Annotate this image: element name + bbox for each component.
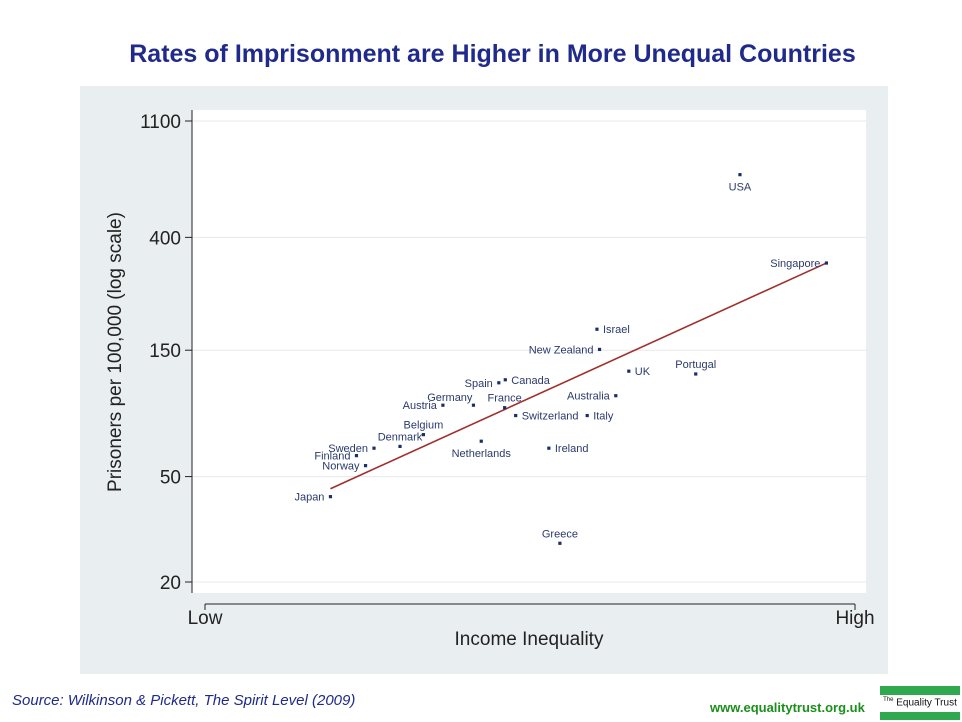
x-axis-label: Income Inequality bbox=[455, 629, 604, 650]
label-austria: Austria bbox=[403, 400, 438, 412]
logo-main-text: Equality Trust bbox=[896, 697, 957, 709]
point-spain bbox=[497, 381, 501, 385]
label-new-zealand: New Zealand bbox=[529, 344, 594, 356]
label-netherlands: Netherlands bbox=[452, 448, 512, 460]
data-points: USA Singapore Israel New Zealand UK Portugal C… bbox=[294, 173, 828, 545]
label-norway: Norway bbox=[322, 461, 360, 473]
point-usa bbox=[738, 173, 742, 177]
x-tick-label: Low bbox=[188, 608, 223, 629]
label-italy: Italy bbox=[593, 411, 614, 423]
point-switzerland bbox=[514, 413, 518, 418]
label-denmark: Denmark bbox=[378, 431, 423, 443]
axes: 20 50 150 400 1100 Low High bbox=[140, 110, 875, 629]
y-tick-label: 1100 bbox=[140, 112, 181, 133]
label-finland: Finland bbox=[314, 451, 350, 463]
label-sweden: Sweden bbox=[328, 443, 368, 455]
label-portugal: Portugal bbox=[675, 359, 716, 371]
point-australia bbox=[614, 394, 618, 398]
gridlines bbox=[192, 120, 866, 583]
label-germany: Germany bbox=[427, 392, 473, 404]
point-new-zealand bbox=[597, 347, 602, 352]
label-israel: Israel bbox=[603, 324, 630, 336]
label-france: France bbox=[488, 393, 522, 405]
label-singapore: Singapore bbox=[770, 258, 820, 270]
point-norway bbox=[363, 464, 368, 468]
label-usa: USA bbox=[729, 182, 752, 194]
point-belgium bbox=[421, 433, 425, 437]
label-canada: Canada bbox=[511, 375, 550, 387]
trendline bbox=[330, 262, 827, 490]
y-tick-label: 20 bbox=[160, 573, 181, 594]
trendline-group bbox=[330, 262, 827, 490]
point-finland bbox=[354, 454, 359, 458]
label-japan: Japan bbox=[294, 492, 324, 504]
x-tick-label: High bbox=[835, 608, 874, 629]
logo-text: The Equality Trust bbox=[880, 697, 960, 708]
page-title: Rates of Imprisonment are Higher in More… bbox=[129, 40, 856, 68]
point-japan bbox=[328, 495, 333, 499]
point-greece bbox=[558, 541, 562, 545]
point-netherlands bbox=[479, 439, 483, 443]
y-tick-label: 50 bbox=[160, 468, 181, 489]
label-belgium: Belgium bbox=[404, 420, 444, 432]
logo-bar-top bbox=[880, 686, 960, 695]
label-switzerland: Switzerland bbox=[522, 411, 579, 423]
point-denmark bbox=[398, 444, 402, 449]
y-tick-label: 150 bbox=[149, 341, 181, 362]
point-canada bbox=[503, 378, 507, 382]
label-ireland: Ireland bbox=[555, 443, 589, 455]
y-tick-label: 400 bbox=[149, 228, 181, 249]
point-ireland bbox=[547, 446, 551, 450]
point-sweden bbox=[372, 446, 376, 450]
label-uk: UK bbox=[635, 366, 651, 378]
label-australia: Australia bbox=[567, 391, 611, 403]
point-singapore bbox=[824, 261, 828, 265]
label-spain: Spain bbox=[465, 378, 493, 390]
logo-small-text: The bbox=[883, 697, 894, 703]
point-portugal bbox=[694, 372, 698, 376]
y-axis-label: Prisoners per 100,000 (log scale) bbox=[105, 212, 126, 492]
plot-area bbox=[192, 110, 866, 593]
logo-bar-bottom bbox=[880, 712, 960, 720]
point-france bbox=[503, 406, 507, 410]
website-link[interactable]: www.equalitytrust.org.uk bbox=[710, 700, 865, 715]
point-italy bbox=[585, 413, 589, 418]
point-austria bbox=[441, 403, 445, 407]
equality-trust-logo: The Equality Trust bbox=[880, 686, 960, 720]
point-uk bbox=[627, 369, 631, 373]
label-greece: Greece bbox=[542, 528, 578, 540]
source-citation: Source: Wilkinson & Pickett, The Spirit … bbox=[12, 692, 356, 709]
point-israel bbox=[595, 327, 599, 331]
point-germany bbox=[471, 403, 476, 407]
